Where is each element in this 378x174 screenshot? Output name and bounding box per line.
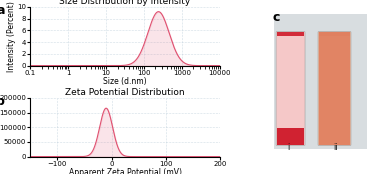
X-axis label: Size (d.nm): Size (d.nm) [103, 77, 147, 86]
Text: b: b [0, 95, 5, 108]
Text: c: c [273, 11, 280, 25]
Text: ii: ii [333, 143, 338, 152]
Text: i: i [287, 143, 290, 152]
Bar [319, 32, 350, 36]
Bar [319, 32, 350, 145]
FancyBboxPatch shape [276, 32, 305, 145]
Y-axis label: Intensity (Percent): Intensity (Percent) [7, 1, 15, 72]
Text: a: a [0, 4, 5, 17]
Bar [277, 32, 304, 36]
FancyBboxPatch shape [318, 32, 351, 145]
Title: Zeta Potential Distribution: Zeta Potential Distribution [65, 88, 185, 97]
X-axis label: Apparent Zeta Potential (mV): Apparent Zeta Potential (mV) [68, 168, 181, 174]
Title: Size Distribution by Intensity: Size Distribution by Intensity [59, 0, 191, 6]
Bar [277, 128, 304, 145]
